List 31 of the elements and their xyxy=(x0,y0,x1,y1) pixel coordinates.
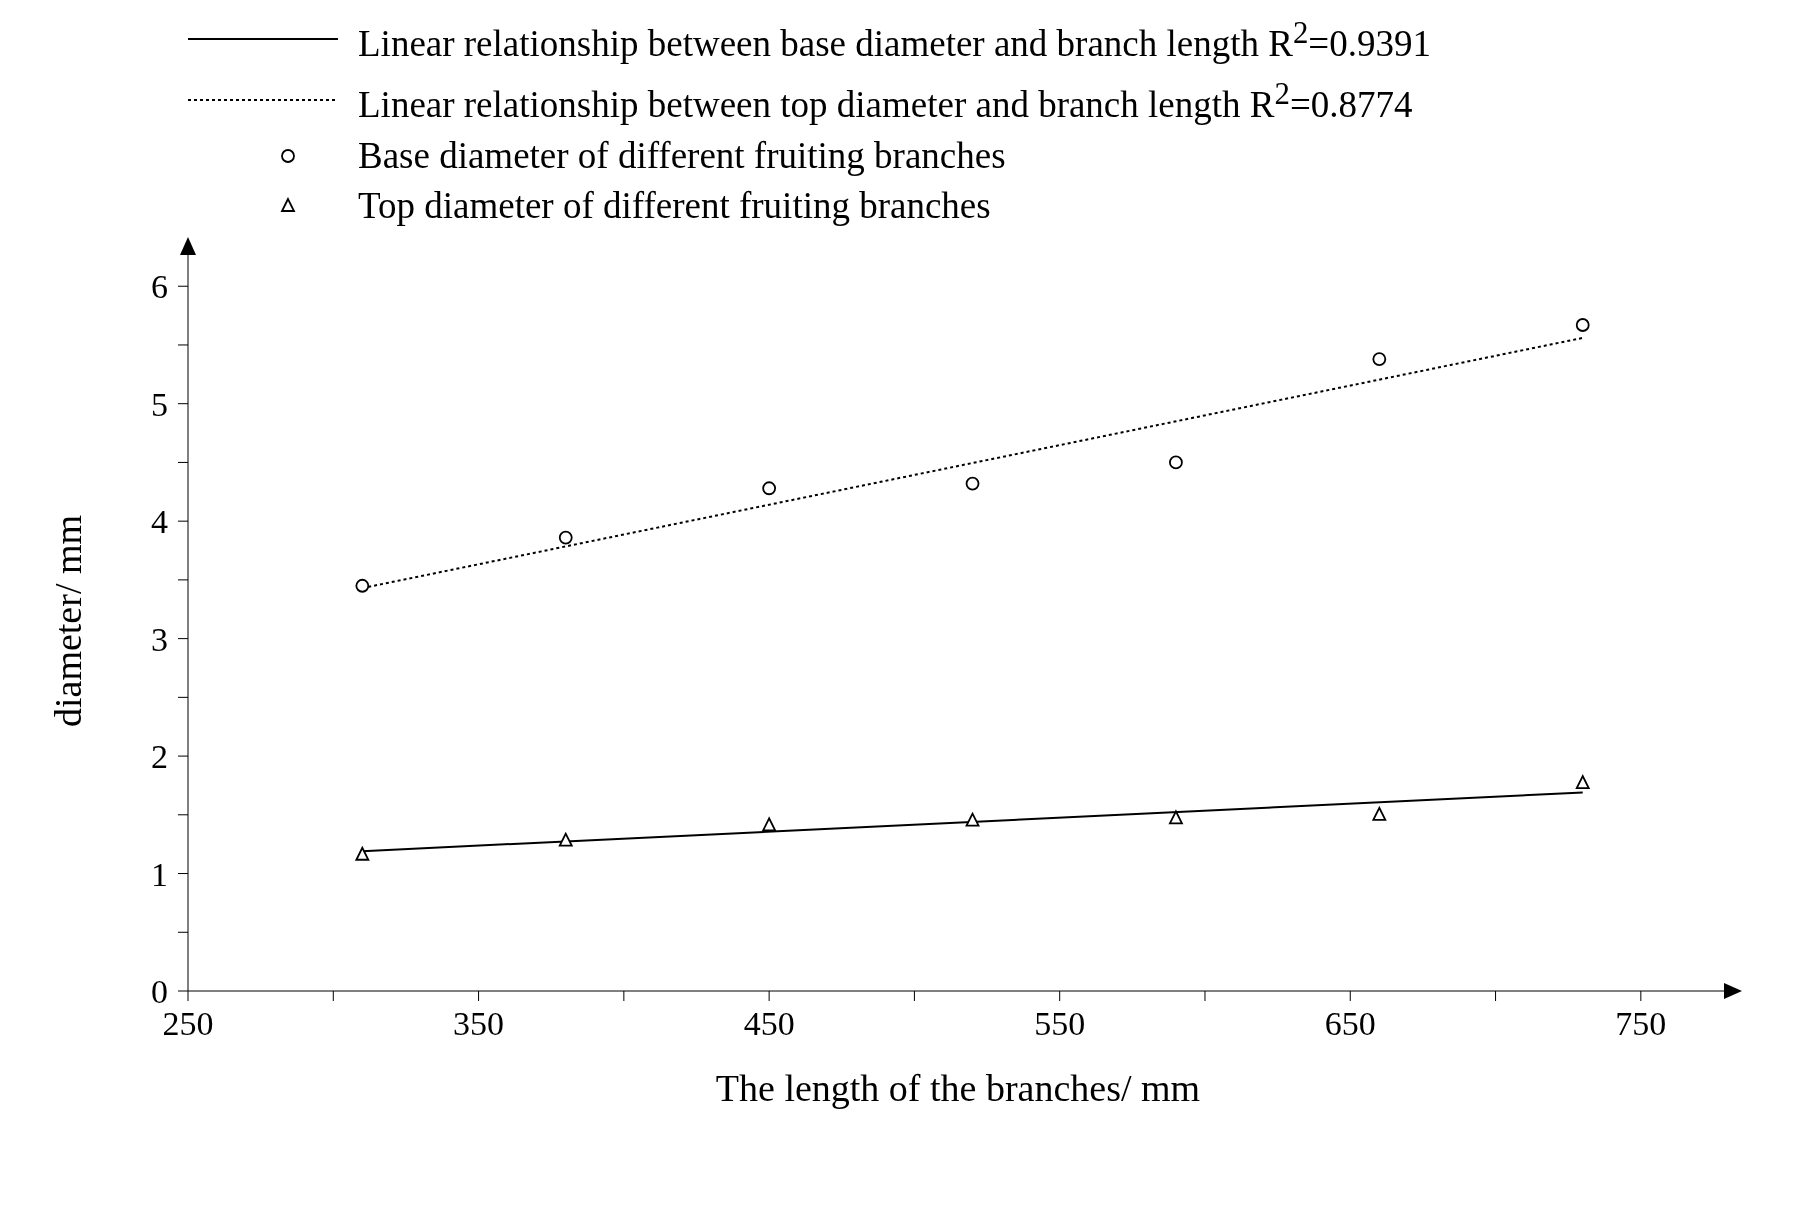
point xyxy=(762,481,777,495)
point xyxy=(1372,351,1387,366)
point xyxy=(558,832,573,847)
x-tick-label: 350 xyxy=(453,1004,505,1042)
point xyxy=(965,476,980,491)
point xyxy=(1169,810,1183,824)
legend-label: Linear relationship between top diameter and branch length R$^{2}$=0.8774 xyxy=(358,76,1413,128)
x-tick-label: 750 xyxy=(1615,1004,1667,1042)
y-tick-label: 3 xyxy=(151,620,168,658)
point xyxy=(1169,455,1183,469)
point xyxy=(355,846,370,861)
point xyxy=(1372,806,1387,821)
legend-label: Linear relationship between base diameter and branch length R$^{2}$=0.9391 xyxy=(358,15,1431,67)
x-tick-label: 650 xyxy=(1324,1004,1376,1042)
point xyxy=(558,530,573,545)
x-axis-title: The length of the branches/ mm xyxy=(715,1066,1201,1109)
legend-label: Top diameter of different fruiting branches xyxy=(358,183,991,228)
point xyxy=(1575,774,1590,789)
y-tick-label: 5 xyxy=(151,385,168,423)
y-tick-label: 1 xyxy=(151,855,168,893)
y-tick-label: 2 xyxy=(151,737,168,775)
point xyxy=(355,578,370,593)
point xyxy=(762,817,777,831)
point xyxy=(965,812,980,827)
point xyxy=(1575,317,1590,332)
y-axis-title: diameter/ mm xyxy=(47,514,90,727)
legend-label: Base diameter of different fruiting branches xyxy=(358,133,1006,178)
y-tick-label: 4 xyxy=(151,502,168,540)
x-tick-label: 550 xyxy=(1034,1004,1086,1042)
y-tick-label: 6 xyxy=(151,267,168,305)
x-tick-label: 450 xyxy=(743,1004,795,1042)
